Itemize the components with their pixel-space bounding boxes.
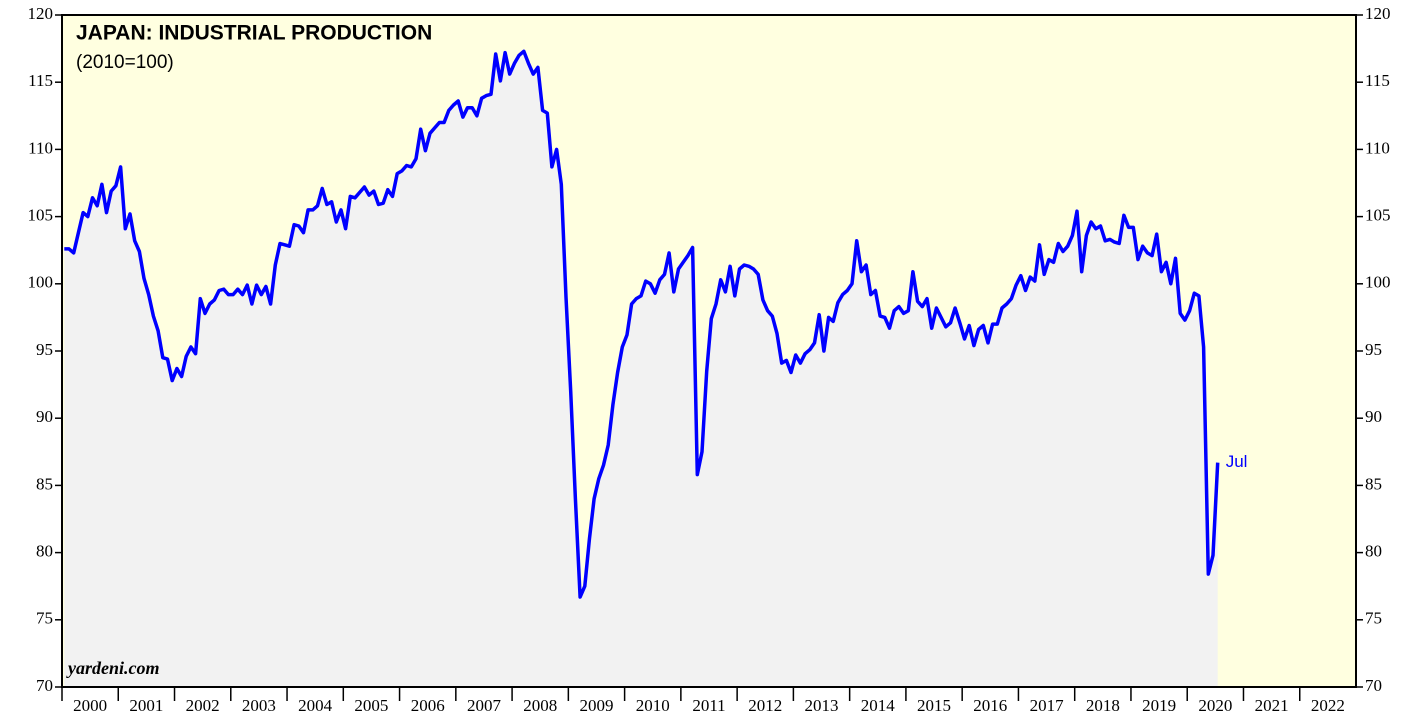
x-tick-label: 2014 (861, 696, 896, 715)
y-tick-label: 75 (36, 609, 53, 628)
x-tick-label: 2008 (523, 696, 557, 715)
y-tick-label: 95 (36, 340, 53, 359)
y2-tick-label: 105 (1365, 206, 1391, 225)
x-tick-label: 2006 (411, 696, 445, 715)
y2-tick-label: 70 (1365, 676, 1382, 695)
x-tick-label: 2002 (186, 696, 220, 715)
x-tick-label: 2022 (1311, 696, 1345, 715)
x-tick-label: 2009 (579, 696, 613, 715)
x-tick-label: 2011 (692, 696, 725, 715)
x-tick-label: 2005 (354, 696, 388, 715)
x-tick-label: 2007 (467, 696, 502, 715)
x-tick-label: 2012 (748, 696, 782, 715)
marks (64, 49, 1220, 688)
y-tick-label: 85 (36, 474, 53, 493)
x-tick-label: 2016 (973, 696, 1007, 715)
y2-tick-label: 75 (1365, 609, 1382, 628)
y2-tick-label: 100 (1365, 273, 1391, 292)
x-tick-label: 2004 (298, 696, 333, 715)
source: yardeni.com (66, 658, 160, 678)
y-tick-label: 110 (28, 138, 53, 157)
y2-tick-label: 80 (1365, 542, 1382, 561)
x-tick-label: 2013 (805, 696, 839, 715)
y-tick-label: 90 (36, 407, 53, 426)
y2-tick-label: 95 (1365, 340, 1382, 359)
y2-tick-label: 115 (1365, 71, 1390, 90)
chart-subtitle: (2010=100) (76, 52, 174, 73)
y-tick-label: 70 (36, 676, 53, 695)
y-tick-label: 105 (28, 206, 54, 225)
y-tick-label: 115 (28, 71, 53, 90)
x-tick-label: 2018 (1086, 696, 1120, 715)
x-tick-label: 2001 (129, 696, 163, 715)
y-tick-label: 100 (28, 273, 54, 292)
y-tick-label: 120 (28, 4, 54, 23)
y2-tick-label: 90 (1365, 407, 1382, 426)
y2-tick-label: 110 (1365, 138, 1390, 157)
x-tick-label: 2021 (1255, 696, 1289, 715)
area (64, 51, 1218, 688)
x-tick-label: 2020 (1198, 696, 1232, 715)
y2-tick-label: 120 (1365, 4, 1391, 23)
y2-tick-label: 85 (1365, 474, 1382, 493)
x-tick-label: 2003 (242, 696, 276, 715)
line (64, 49, 1220, 599)
x-tick-label: 2010 (636, 696, 670, 715)
annotation: Jul (1226, 452, 1248, 471)
y-tick-label: 80 (36, 542, 53, 561)
x-tick-label: 2015 (917, 696, 951, 715)
x-tick-label: 2000 (73, 696, 107, 715)
x-tick-label: 2017 (1030, 696, 1065, 715)
x-tick-label: 2019 (1142, 696, 1176, 715)
chart-title: JAPAN: INDUSTRIAL PRODUCTION (76, 22, 432, 45)
